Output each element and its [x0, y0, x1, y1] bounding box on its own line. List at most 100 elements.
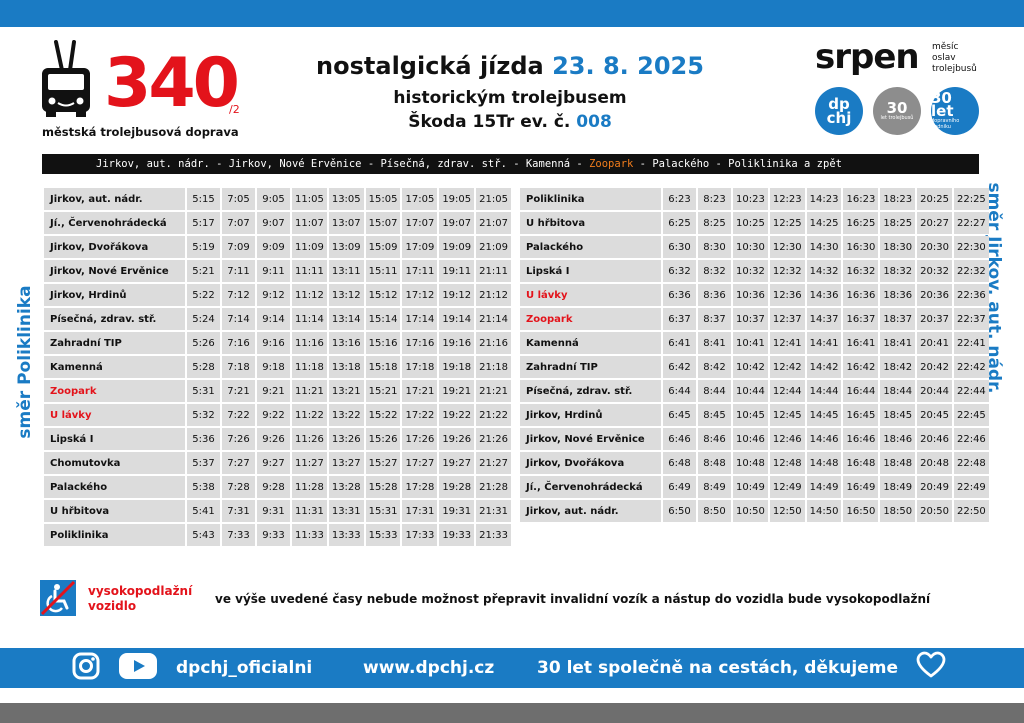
stop-name: Písečná, zdrav. stř.: [520, 380, 661, 402]
vehicle-model: Škoda 15Tr ev. č.: [408, 112, 571, 132]
timetable-row: Kamenná 5:28 7:18 9:18 11:18 13:18 15:18 17:18 1…: [44, 356, 511, 378]
departure-time: 11:18: [292, 356, 327, 378]
departure-time: 8:45: [698, 404, 731, 426]
departure-time: 5:41: [187, 500, 220, 522]
departure-time: 12:37: [769, 308, 805, 330]
footer-band: [0, 648, 1024, 688]
departure-time: 9:12: [257, 284, 290, 306]
departure-time: 18:49: [880, 476, 916, 498]
website-link[interactable]: www.dpchj.cz: [363, 658, 495, 678]
stop-name: Chomutovka: [44, 452, 185, 474]
high-floor-label: vysokopodlažní vozidlo: [88, 584, 192, 614]
departure-time: 6:30: [663, 236, 696, 258]
headline-text: nostalgická jízda: [316, 52, 544, 80]
departure-time: 17:31: [402, 500, 438, 522]
departure-time: 8:48: [698, 452, 731, 474]
departure-time: 5:28: [187, 356, 220, 378]
departure-time: 9:18: [257, 356, 290, 378]
departure-time: 13:18: [328, 356, 364, 378]
departure-time: 12:23: [769, 188, 805, 210]
departure-time: 16:42: [843, 356, 879, 378]
departure-time: 19:07: [439, 212, 475, 234]
instagram-icon[interactable]: [72, 652, 100, 680]
departure-time: 21:31: [476, 500, 511, 522]
departure-time: 6:44: [663, 380, 696, 402]
anniversary-trolleybus-logo: 30 let trolejbusů: [873, 87, 921, 135]
timetable-row: Jirkov, Hrdinů 5:22 7:12 9:12 11:12 13:12 15:1…: [44, 284, 511, 306]
srpen-note-line: oslav: [932, 53, 956, 63]
departure-time: 6:48: [663, 452, 696, 474]
departure-time: 15:14: [365, 308, 401, 330]
stop-name: Jirkov, Nové Ervěnice: [520, 428, 661, 450]
timetable-row: Jirkov, Hrdinů 6:45 8:45 10:45 12:45 14:45 16:…: [520, 404, 989, 426]
departure-time: 21:28: [476, 476, 511, 498]
departure-time: 12:45: [769, 404, 805, 426]
departure-time: 18:44: [880, 380, 916, 402]
departure-time: 21:09: [476, 236, 511, 258]
departure-time: 20:25: [917, 188, 952, 210]
departure-time: 17:21: [402, 380, 438, 402]
departure-time: 19:27: [439, 452, 475, 474]
timetable-row: U lávky 5:32 7:22 9:22 11:22 13:22 15:22 17:22 1…: [44, 404, 511, 426]
departure-time: 13:07: [328, 212, 364, 234]
departure-time: 17:05: [402, 188, 438, 210]
departure-time: 7:28: [222, 476, 255, 498]
route-highlight: Zoopark: [589, 158, 634, 170]
departure-time: 20:48: [917, 452, 952, 474]
departure-time: 12:30: [769, 236, 805, 258]
departure-time: 7:05: [222, 188, 255, 210]
departure-time: 22:42: [953, 356, 989, 378]
departure-time: 5:37: [187, 452, 220, 474]
timetable-row: Palackého 5:38 7:28 9:28 11:28 13:28 15:28 17:2…: [44, 476, 511, 498]
departure-time: 9:09: [257, 236, 290, 258]
departure-time: 14:49: [806, 476, 842, 498]
departure-time: 14:48: [806, 452, 842, 474]
departure-time: 20:42: [917, 356, 952, 378]
departure-time: 17:16: [402, 332, 438, 354]
timetable-row: Jirkov, Nové Ervěnice 5:21 7:11 9:11 11:11 13…: [44, 260, 511, 282]
logo-sub-text: let trolejbusů: [880, 114, 914, 121]
social-handle[interactable]: dpchj_oficialni: [176, 658, 313, 678]
departure-time: 11:28: [292, 476, 327, 498]
stop-name: U hřbitova: [44, 500, 185, 522]
timetable-row: Lipská I 6:32 8:32 10:32 12:32 14:32 16:32 18:3…: [520, 260, 989, 282]
departure-time: 5:17: [187, 212, 220, 234]
departure-time: 8:41: [698, 332, 731, 354]
departure-time: 19:33: [439, 524, 475, 546]
departure-time: 9:14: [257, 308, 290, 330]
departure-time: 14:41: [806, 332, 842, 354]
high-floor-label-line: vysokopodlažní: [88, 584, 193, 598]
departure-time: 6:42: [663, 356, 696, 378]
departure-time: 20:50: [917, 500, 952, 522]
departure-time: 13:09: [328, 236, 364, 258]
stop-name: Poliklinika: [520, 188, 661, 210]
departure-time: 8:46: [698, 428, 731, 450]
departure-time: 13:28: [328, 476, 364, 498]
departure-time: 18:45: [880, 404, 916, 426]
heart-icon: [916, 651, 946, 678]
departure-time: 14:32: [806, 260, 842, 282]
departure-time: 5:22: [187, 284, 220, 306]
departure-time: 18:25: [880, 212, 916, 234]
departure-time: 9:22: [257, 404, 290, 426]
departure-time: 19:28: [439, 476, 475, 498]
departure-time: 11:09: [292, 236, 327, 258]
departure-time: 5:19: [187, 236, 220, 258]
departure-time: 7:27: [222, 452, 255, 474]
departure-time: 19:16: [439, 332, 475, 354]
departure-time: 5:15: [187, 188, 220, 210]
youtube-icon[interactable]: [118, 652, 158, 680]
departure-time: 22:27: [953, 212, 989, 234]
stop-name: Jirkov, Hrdinů: [520, 404, 661, 426]
departure-time: 22:37: [953, 308, 989, 330]
departure-time: 10:50: [733, 500, 768, 522]
timetable-row: Zoopark 6:37 8:37 10:37 12:37 14:37 16:37 18:37…: [520, 308, 989, 330]
stop-name: Zoopark: [520, 308, 661, 330]
departure-time: 12:44: [769, 380, 805, 402]
departure-time: 20:41: [917, 332, 952, 354]
departure-time: 16:49: [843, 476, 879, 498]
departure-time: 22:45: [953, 404, 989, 426]
departure-time: 8:50: [698, 500, 731, 522]
departure-time: 7:12: [222, 284, 255, 306]
departure-time: 15:12: [365, 284, 401, 306]
